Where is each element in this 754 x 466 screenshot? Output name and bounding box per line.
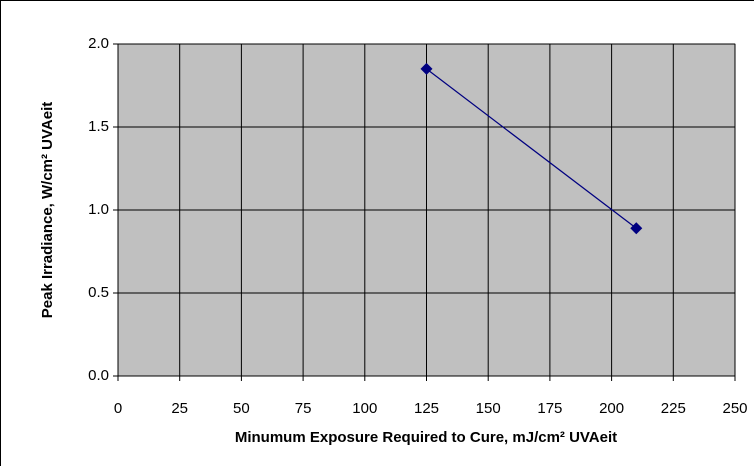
x-tick-label: 100	[352, 400, 377, 417]
x-tick-label: 125	[414, 400, 439, 417]
point-marker	[630, 222, 643, 235]
x-tick-label: 250	[722, 400, 747, 417]
point-marker	[420, 62, 433, 75]
x-tick-label: 75	[295, 400, 312, 417]
y-tick-label: 1.5	[88, 118, 109, 135]
x-tick-label: 0	[114, 400, 122, 417]
y-tick-label: 2.0	[88, 35, 109, 52]
x-tick-label: 50	[233, 400, 250, 417]
x-axis-label: Minumum Exposure Required to Cure, mJ/cm…	[235, 429, 617, 446]
x-tick-label: 25	[171, 400, 188, 417]
x-tick-label: 150	[476, 400, 501, 417]
y-axis-label: Peak Irradiance, W/cm² UVAeit	[39, 102, 56, 318]
x-tick-label: 175	[537, 400, 562, 417]
y-tick-label: 0.0	[88, 367, 109, 384]
x-tick-label: 200	[599, 400, 624, 417]
x-tick-label: 225	[661, 400, 686, 417]
y-tick-label: 0.5	[88, 284, 109, 301]
series-line	[426, 68, 637, 229]
y-tick-label: 1.0	[88, 201, 109, 218]
